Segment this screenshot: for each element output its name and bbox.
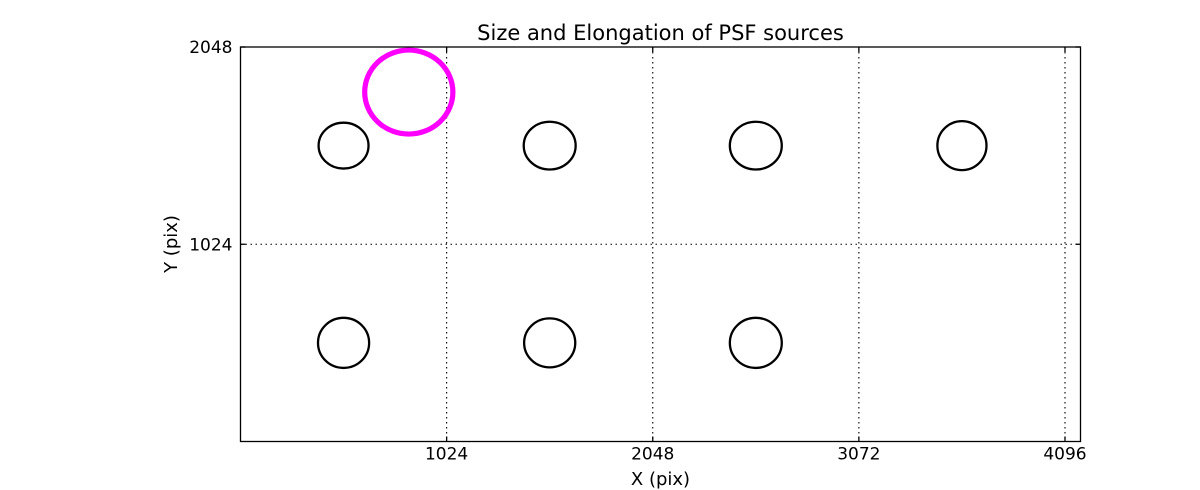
psf-source-ellipse: [317, 121, 370, 170]
x-tick-label: 4096: [1043, 445, 1086, 465]
tick-label-layer: 1024 2048 3072 4096 1024 2048: [189, 38, 1086, 465]
y-axis-label: Y (pix): [161, 215, 182, 274]
x-tick-label: 1024: [425, 445, 468, 465]
plot-title: Size and Elongation of PSF sources: [477, 21, 844, 45]
x-axis-label: X (pix): [631, 469, 690, 490]
axes-border: [239, 46, 1082, 443]
reference-circle: [362, 47, 456, 137]
psf-source-ellipse: [936, 120, 988, 172]
ellipse-layer: [316, 47, 988, 370]
x-tick-label: 3072: [837, 445, 880, 465]
y-tick-label: 1024: [189, 235, 232, 255]
psf-source-ellipse: [316, 316, 371, 370]
x-tick-label: 2048: [631, 445, 674, 465]
psf-source-ellipse: [522, 120, 577, 171]
y-tick-label: 2048: [189, 38, 232, 58]
psf-source-ellipse: [728, 120, 783, 171]
psf-source-ellipse: [728, 316, 783, 370]
psf-source-ellipse: [522, 317, 577, 369]
